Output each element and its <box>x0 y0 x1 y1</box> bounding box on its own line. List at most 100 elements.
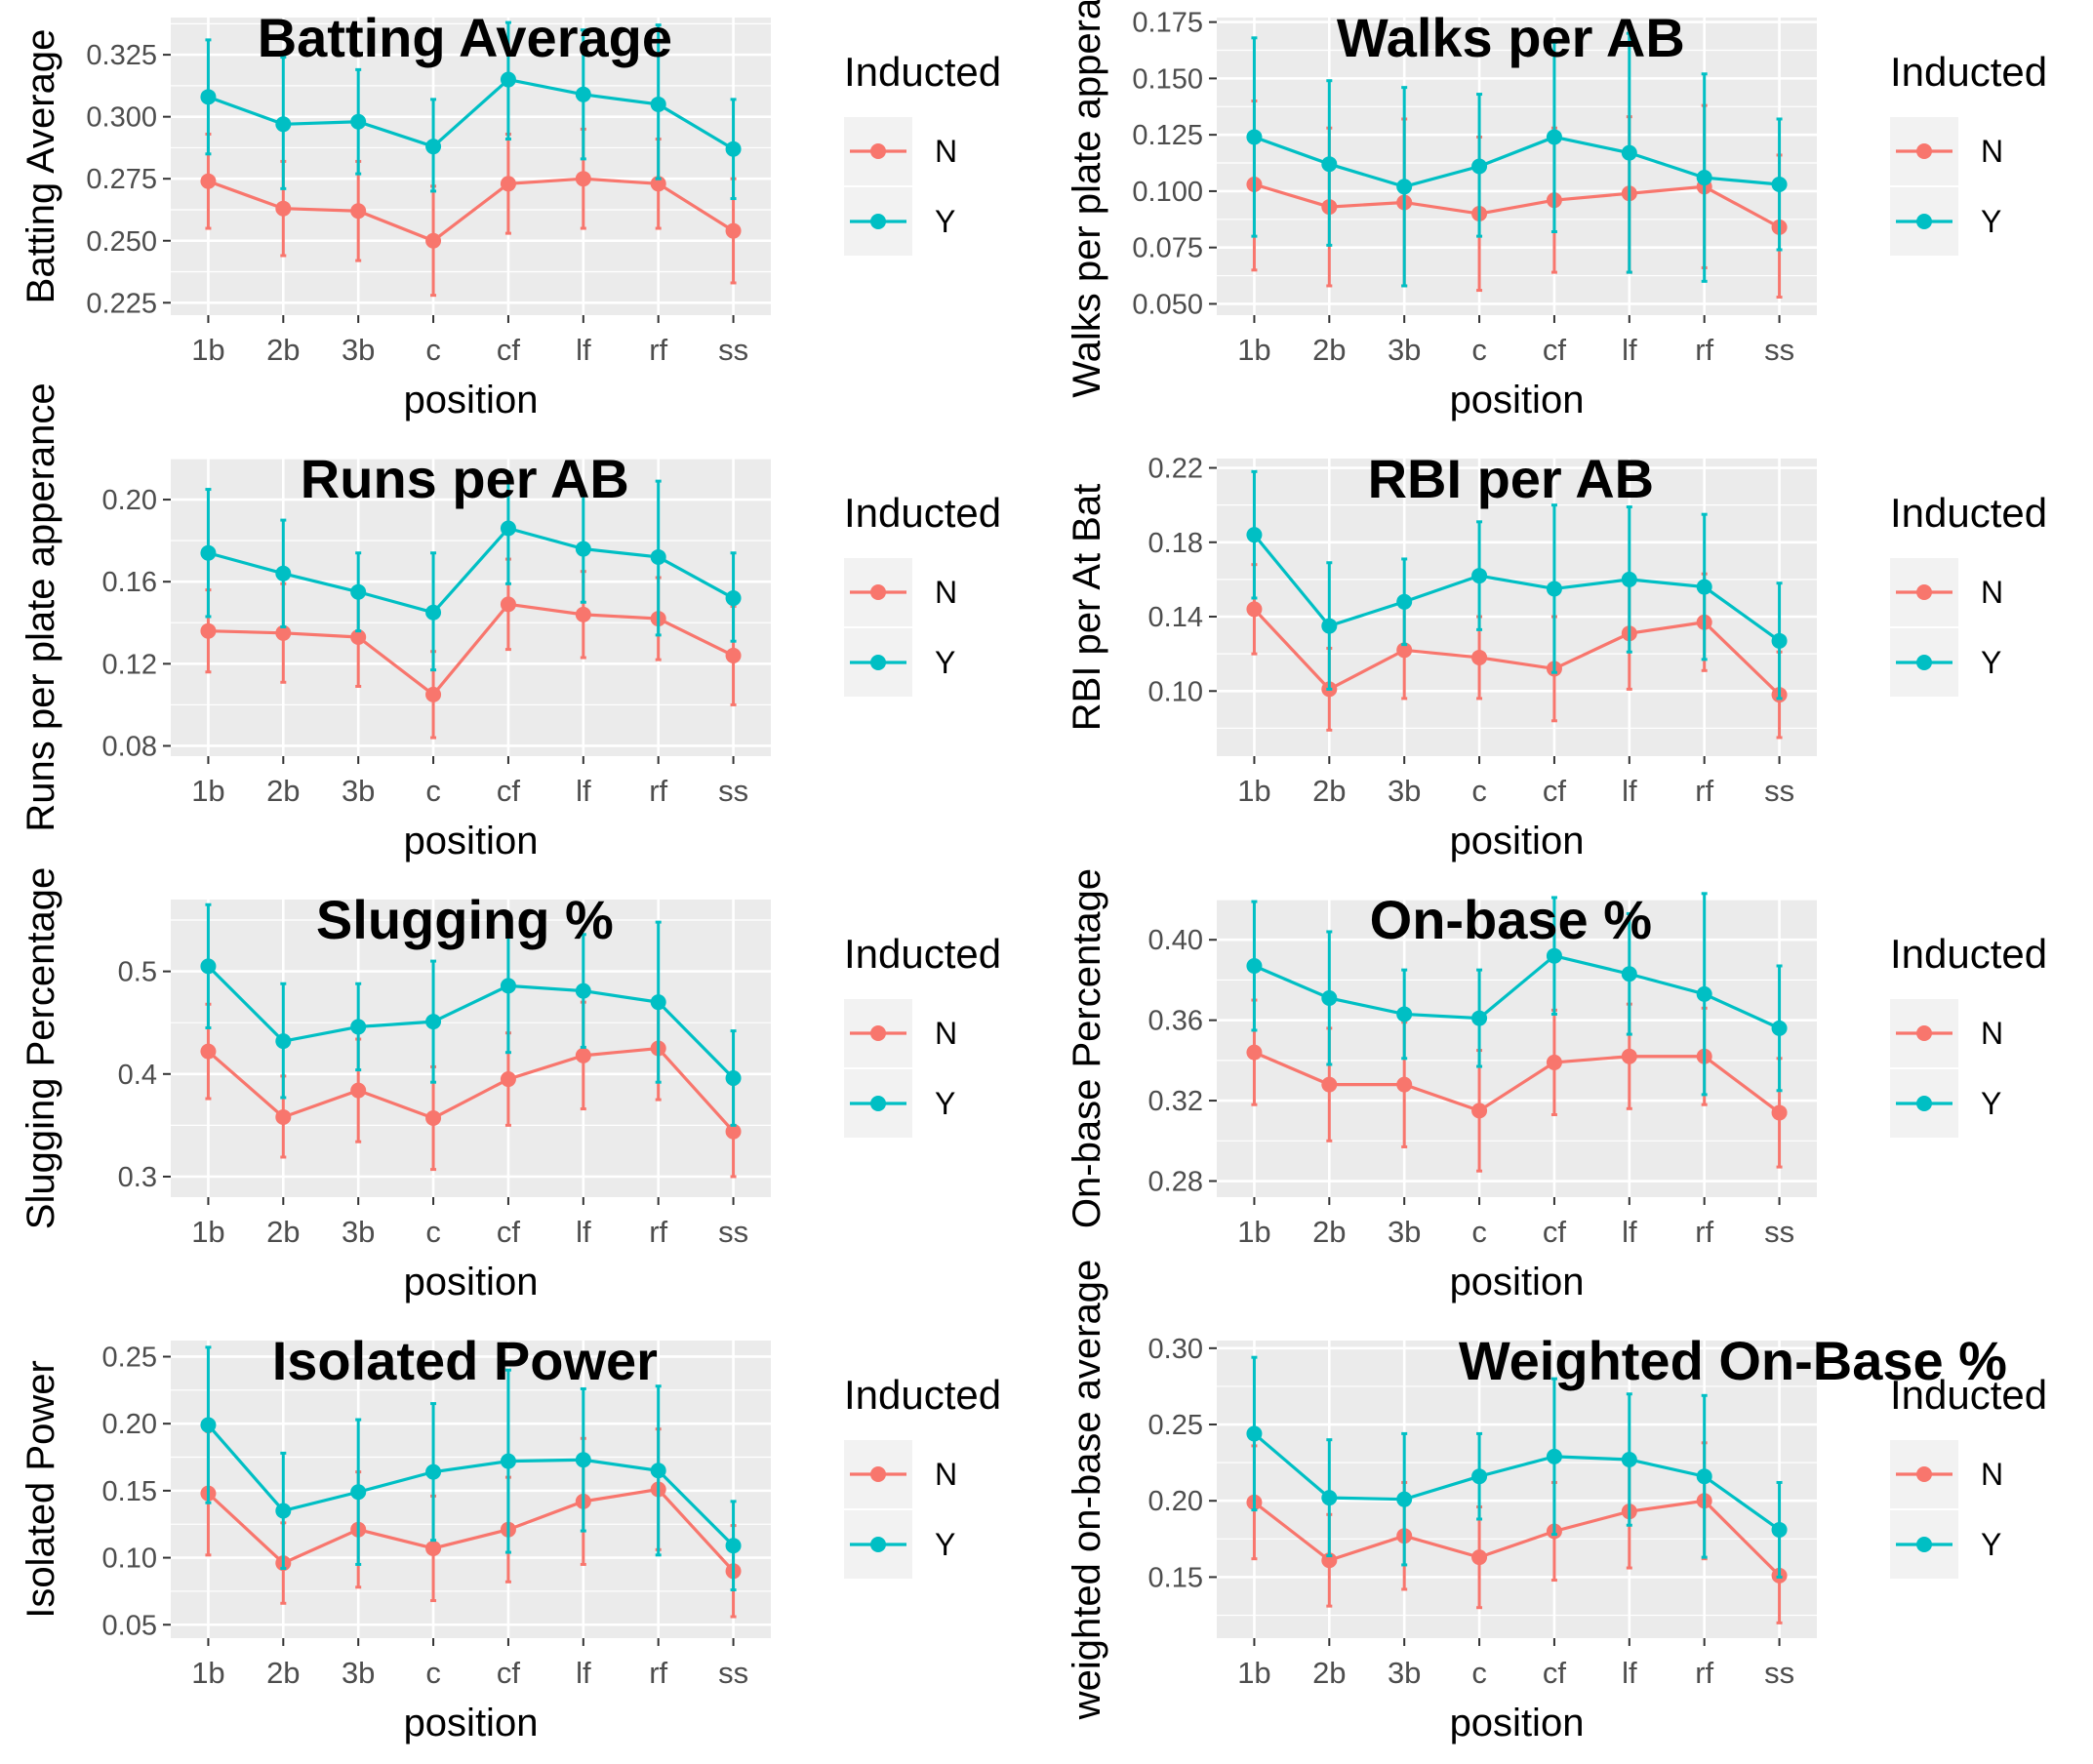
y-tick-label: 0.15 <box>1148 1562 1203 1593</box>
y-tick-label: 0.16 <box>102 567 157 598</box>
plot-background <box>1217 900 1817 1197</box>
data-point-Y <box>1396 1491 1413 1507</box>
y-tick-label: 0.225 <box>86 288 157 319</box>
data-point-N <box>1321 1076 1338 1093</box>
data-point-Y <box>1621 571 1637 587</box>
x-tick-label: lf <box>576 1215 591 1249</box>
legend-key-point-Y <box>870 214 886 229</box>
data-point-N <box>425 686 442 702</box>
legend-key-point-Y <box>1916 214 1932 229</box>
data-point-N <box>1621 1048 1637 1064</box>
data-point-Y <box>1246 527 1263 543</box>
data-point-Y <box>1621 966 1637 982</box>
data-point-Y <box>575 982 591 999</box>
plot-background <box>1217 18 1817 315</box>
data-point-N <box>575 1047 591 1063</box>
data-point-Y <box>1321 989 1338 1006</box>
x-tick-label: 3b <box>1388 774 1421 808</box>
legend-key-point-N <box>1916 143 1932 159</box>
x-tick-label: 1b <box>1237 1656 1270 1690</box>
legend-key-point-Y <box>870 655 886 670</box>
legend-label: Y <box>935 1527 955 1562</box>
series-line-N <box>207 177 735 243</box>
data-point-Y <box>425 139 442 155</box>
data-point-N <box>350 629 367 645</box>
data-point-Y <box>650 1463 666 1479</box>
data-point-Y <box>1546 129 1562 145</box>
y-axis-title: Runs per plate apperance <box>20 382 62 831</box>
x-tick-label: ss <box>1764 1656 1794 1690</box>
data-point-Y <box>350 583 367 600</box>
data-point-Y <box>1621 1452 1637 1467</box>
series-line-Y <box>1253 953 1781 1030</box>
x-axis-title: position <box>404 1702 539 1744</box>
chart-title: Batting Average <box>258 7 672 68</box>
x-tick-label: ss <box>718 333 748 367</box>
x-tick-label: 1b <box>191 1215 224 1249</box>
data-point-Y <box>350 1484 367 1501</box>
y-tick-label: 0.40 <box>1148 925 1203 956</box>
chart-title: On-base % <box>1370 889 1652 950</box>
legend-title: Inducted <box>844 490 1001 536</box>
series-line-N <box>1253 182 1781 229</box>
chart-panel-8: 0.15 0.20 0.25 0.30 1b 2b 3b c cf lf rf ss position w… <box>1066 1260 2047 1744</box>
y-tick-label: 0.36 <box>1148 1006 1203 1037</box>
y-tick-label: 0.3 <box>118 1162 157 1193</box>
y-tick-label: 0.5 <box>118 957 157 988</box>
data-point-Y <box>575 541 591 557</box>
x-tick-label: 3b <box>1388 1656 1421 1690</box>
legend-key-point-N <box>870 1025 886 1041</box>
chart-panel-3: 0.08 0.12 0.16 0.20 1b 2b 3b c cf lf rf ss position R… <box>20 382 1001 862</box>
legend-label: N <box>1981 134 2003 169</box>
x-tick-label: 3b <box>1388 333 1421 367</box>
chart-panel-4: 0.10 0.14 0.18 0.22 1b 2b 3b c cf lf rf ss position R… <box>1066 448 2047 862</box>
y-axis-title: weighted on-base average <box>1066 1260 1108 1720</box>
chart-title: Runs per AB <box>301 448 629 509</box>
x-tick-label: 2b <box>1312 1215 1346 1249</box>
data-point-N <box>1396 1076 1413 1093</box>
x-tick-label: 2b <box>1312 1656 1346 1690</box>
y-tick-label: 0.10 <box>1148 676 1203 707</box>
data-point-N <box>500 1071 516 1088</box>
data-point-N <box>200 173 217 189</box>
x-tick-label: c <box>1471 1215 1487 1249</box>
legend-label: Y <box>935 1086 955 1121</box>
data-point-Y <box>1396 179 1413 195</box>
series-line-Y <box>207 965 735 1080</box>
y-tick-label: 0.32 <box>1148 1086 1203 1117</box>
x-tick-label: 3b <box>342 774 375 808</box>
data-point-N <box>575 171 591 187</box>
x-tick-label: rf <box>1695 1656 1713 1690</box>
data-point-Y <box>275 1503 292 1519</box>
chart-title: Walks per AB <box>1337 7 1685 68</box>
chart-title: RBI per AB <box>1368 448 1655 509</box>
data-point-Y <box>1246 129 1263 145</box>
data-point-Y <box>1396 1006 1413 1022</box>
x-tick-label: 2b <box>1312 333 1346 367</box>
data-point-N <box>1471 649 1488 665</box>
x-tick-label: rf <box>649 1656 667 1690</box>
y-tick-label: 0.12 <box>102 649 157 680</box>
x-tick-label: c <box>425 1215 441 1249</box>
x-tick-label: 2b <box>266 1215 300 1249</box>
x-axis-title: position <box>404 1261 539 1303</box>
chart-panel-5: 0.3 0.4 0.5 1b 2b 3b c cf lf rf ss position Slugging… <box>20 867 1001 1303</box>
data-point-N <box>275 624 292 641</box>
data-point-Y <box>500 978 516 994</box>
x-tick-label: c <box>425 333 441 367</box>
y-tick-label: 0.20 <box>102 1409 157 1440</box>
legend-label: Y <box>935 204 955 239</box>
data-point-Y <box>275 1033 292 1050</box>
x-tick-label: 1b <box>1237 333 1270 367</box>
legend-key-point-N <box>870 143 886 159</box>
series-line-Y <box>207 77 735 151</box>
data-point-Y <box>1396 593 1413 610</box>
series-line-N <box>208 602 735 698</box>
data-point-Y <box>1321 618 1338 634</box>
y-tick-label: 0.25 <box>1148 1410 1203 1441</box>
data-point-Y <box>725 1070 742 1086</box>
y-tick-label: 0.20 <box>1148 1486 1203 1517</box>
data-point-Y <box>500 1453 516 1469</box>
y-tick-label: 0.18 <box>1148 528 1203 559</box>
data-point-Y <box>200 544 217 561</box>
